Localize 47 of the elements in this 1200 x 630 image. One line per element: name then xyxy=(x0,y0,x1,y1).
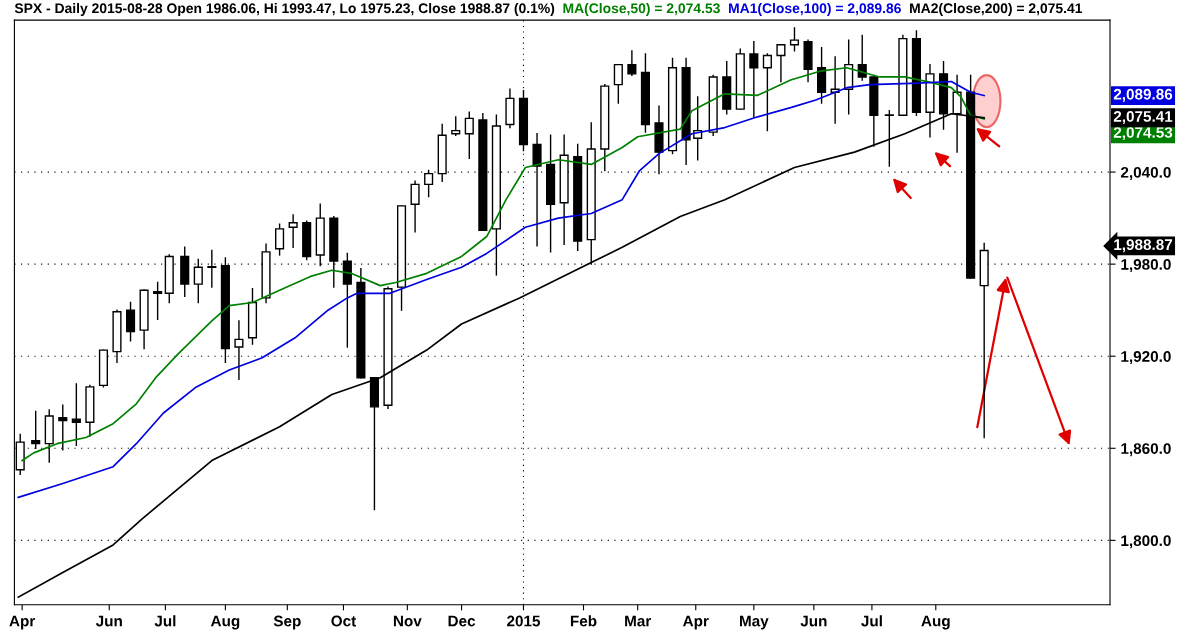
y-tick-label: 2,040.0 xyxy=(1120,166,1171,180)
chart-title: SPX - Daily 2015-08-28 Open 1986.06, Hi 1993.47, Lo 1975.23, Close 1988.87 (0.1%) xyxy=(14,2,555,16)
x-tick-label: Nov xyxy=(393,615,422,627)
candlestick xyxy=(451,116,461,136)
text: MA2(Close,200) = 2,075.41 xyxy=(910,2,1083,16)
candlestick xyxy=(464,111,474,159)
x-tick-label: Mar xyxy=(625,615,652,627)
candlestick xyxy=(31,410,41,449)
candlestick xyxy=(275,223,285,256)
x-tick-label: Jul xyxy=(154,615,176,627)
candlestick xyxy=(532,133,542,247)
text: 2,089.86 xyxy=(1113,88,1173,102)
x-tick-label: Apr xyxy=(9,615,36,630)
x-tick-label: Jun xyxy=(800,615,827,627)
candlestick xyxy=(410,180,420,233)
y-tick-label: 1,800.0 xyxy=(1121,535,1171,549)
candlestick xyxy=(288,214,298,248)
candlestick xyxy=(762,53,772,132)
candlestick xyxy=(627,50,637,77)
candlestick xyxy=(776,44,786,83)
x-tick-label: Aug xyxy=(921,615,950,630)
x-tick-label: 2015 xyxy=(507,615,541,627)
text: 2,074.53 xyxy=(1113,127,1173,141)
x-tick-label: Feb xyxy=(570,615,597,627)
y-tick-label: 1,860.0 xyxy=(1121,443,1171,457)
candlestick xyxy=(58,404,68,451)
text: 1,988.87 xyxy=(1114,239,1173,253)
x-tick-label: Oct xyxy=(331,615,357,627)
text: MA1(Close,100) = 2,089.86 xyxy=(729,2,901,16)
text: 2,075.41 xyxy=(1113,111,1173,125)
x-tick-label: May xyxy=(740,615,769,630)
candlestick xyxy=(749,40,759,118)
candlestick xyxy=(153,281,163,321)
candlestick xyxy=(789,27,800,52)
candlestick xyxy=(125,301,136,342)
candlestick xyxy=(613,63,623,104)
x-tick-label: Dec xyxy=(448,615,476,627)
x-tick-label: Jul xyxy=(861,615,882,627)
candlestick xyxy=(207,249,217,288)
candlestick xyxy=(71,383,81,446)
text: MA(Close,50) = 2,074.53 xyxy=(563,2,720,16)
x-tick-label: Aug xyxy=(210,615,240,630)
x-tick-label: Sep xyxy=(273,615,301,630)
x-tick-label: Apr xyxy=(682,615,709,630)
y-tick-label: 1,920.0 xyxy=(1121,351,1171,365)
y-tick-label: 1,980.0 xyxy=(1121,259,1171,273)
x-tick-label: Jun xyxy=(95,615,122,627)
